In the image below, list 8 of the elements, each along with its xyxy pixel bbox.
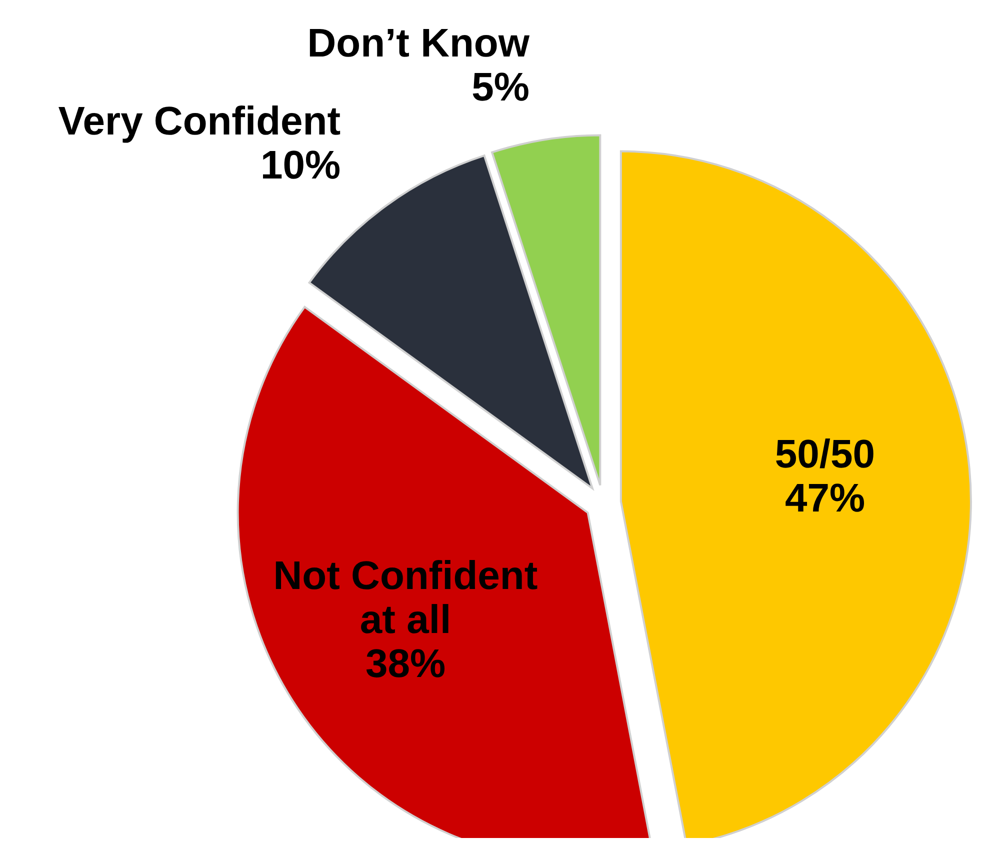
data-label: 10% [260,144,341,188]
data-label: 47% [784,476,866,521]
slice-label: Don’t Know [307,21,530,66]
slice-label: 50/50 [774,432,876,477]
data-label: 38% [365,642,446,686]
slice-label: Not Confident at all [273,554,538,642]
data-label: 5% [472,65,530,110]
slice-label: Very Confident [58,100,341,144]
